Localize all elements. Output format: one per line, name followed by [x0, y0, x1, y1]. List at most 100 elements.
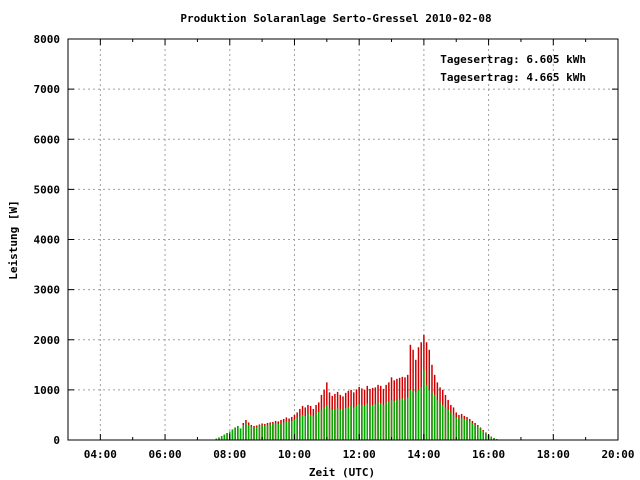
x-axis-label: Zeit (UTC)	[309, 466, 375, 479]
x-axis-ticks: 04:00 06:00 08:00 10:00 12:00 14:00 16:00 18:00…	[84, 39, 635, 461]
grid-lines	[68, 39, 618, 440]
y-tick-label: 6000	[34, 133, 61, 146]
bar-green	[404, 398, 406, 440]
bar-green	[393, 400, 395, 440]
bar-green	[234, 427, 236, 440]
bar-green	[474, 424, 476, 440]
x-tick-label: 08:00	[213, 448, 246, 461]
bar-green	[264, 425, 266, 440]
x-tick-label: 10:00	[278, 448, 311, 461]
y-tick-label: 5000	[34, 183, 61, 196]
bar-green	[288, 421, 290, 440]
bar-green	[250, 426, 253, 440]
chart-title: Produktion Solaranlage Serto-Gressel 201…	[180, 12, 491, 25]
bar-green	[296, 417, 298, 440]
bar-green	[226, 432, 228, 440]
y-tick-label: 4000	[34, 234, 61, 247]
bar-green	[280, 422, 282, 440]
bar-green	[317, 411, 320, 440]
bar-green	[455, 417, 457, 440]
bar-green	[460, 417, 463, 440]
bar-green	[291, 420, 293, 440]
x-tick-label: 16:00	[472, 448, 505, 461]
bar-green	[277, 423, 280, 440]
bar-green	[466, 419, 468, 440]
x-tick-label: 06:00	[148, 448, 181, 461]
bar-green	[220, 435, 223, 440]
bar-green	[285, 421, 288, 440]
bar-green	[447, 409, 449, 440]
y-tick-label: 8000	[34, 33, 61, 46]
bar-green	[468, 421, 471, 440]
bar-green	[218, 437, 220, 440]
bar-green	[239, 428, 242, 440]
y-tick-label: 7000	[34, 83, 61, 96]
bar-green	[479, 428, 482, 440]
y-axis-label: Leistung [W]	[7, 200, 20, 279]
bar-green	[390, 399, 393, 440]
bar-green	[439, 402, 441, 440]
bar-green	[242, 424, 244, 440]
bar-green	[350, 405, 352, 440]
bar-green	[396, 399, 398, 440]
bar-green	[493, 438, 495, 440]
x-tick-label: 04:00	[84, 448, 117, 461]
bar-green	[323, 407, 325, 440]
bar-green	[385, 402, 387, 440]
bar-green	[266, 424, 269, 440]
bar-green	[245, 423, 247, 440]
bar-green	[412, 390, 414, 440]
bar-green	[331, 409, 333, 440]
bar-green	[374, 403, 377, 440]
bar-green	[344, 407, 347, 440]
bar-green	[272, 423, 274, 440]
x-tick-label: 18:00	[537, 448, 570, 461]
bar-green	[377, 402, 379, 440]
bar-green	[307, 413, 309, 440]
bar-green	[274, 423, 277, 440]
bar-green	[299, 416, 301, 440]
bar-green	[366, 403, 369, 440]
bar-green	[423, 369, 425, 440]
bar-green	[336, 407, 339, 440]
bar-green	[342, 409, 344, 440]
bar-green	[471, 422, 474, 440]
bar-green	[442, 404, 444, 440]
bar-green	[261, 424, 263, 440]
bar-green	[355, 405, 358, 440]
bar-green	[293, 419, 296, 440]
bar-green	[301, 414, 304, 440]
bar-green	[223, 434, 226, 440]
bar-green	[477, 426, 479, 440]
bar-green	[388, 401, 390, 440]
bar-green	[339, 409, 342, 440]
bar-green	[409, 389, 412, 441]
bar-green	[253, 427, 255, 440]
bar-green	[315, 413, 317, 440]
x-tick-label: 12:00	[343, 448, 376, 461]
bar-green	[415, 392, 417, 440]
bar-green	[247, 424, 250, 440]
bar-green	[406, 397, 409, 440]
bar-green	[450, 412, 452, 440]
bar-green	[231, 429, 234, 440]
legend-red-entry: Tagesertrag: 6.605 kWh	[440, 53, 586, 66]
bar-green	[328, 408, 331, 440]
y-tick-label: 3000	[34, 284, 61, 297]
bar-green	[255, 426, 258, 440]
bar-green	[452, 414, 455, 440]
bar-green	[463, 418, 466, 440]
x-tick-label: 14:00	[407, 448, 440, 461]
y-axis-ticks: 0 1000 2000 3000 4000 5000 6000 7000 8000	[34, 33, 618, 447]
bar-green	[358, 403, 360, 440]
x-tick-label: 20:00	[601, 448, 634, 461]
bar-green	[326, 404, 328, 440]
bar-green	[353, 407, 355, 440]
bar-green	[482, 430, 484, 440]
y-tick-label: 1000	[34, 384, 61, 397]
bar-green	[382, 404, 385, 440]
bar-green	[425, 384, 428, 440]
bar-green	[304, 415, 306, 440]
bar-green	[444, 407, 447, 440]
